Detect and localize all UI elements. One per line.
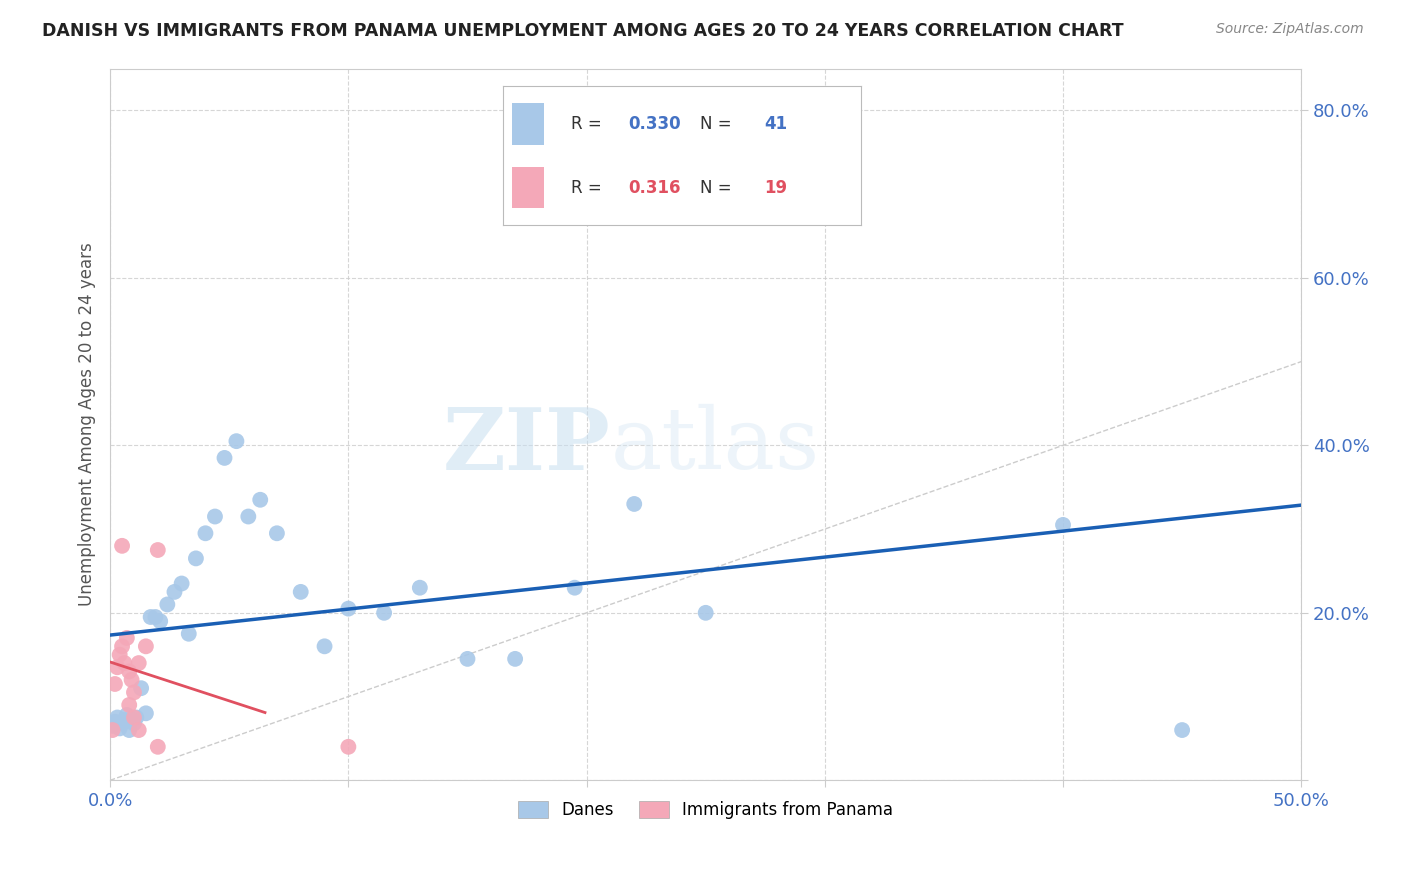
Point: [108, 648, 131, 662]
Point: [111, 539, 134, 553]
Point: [194, 526, 217, 541]
Point: [128, 723, 150, 737]
Point: [111, 716, 134, 731]
Point: [373, 606, 395, 620]
Point: [266, 526, 288, 541]
Point: [114, 656, 136, 670]
Point: [564, 581, 586, 595]
Text: Source: ZipAtlas.com: Source: ZipAtlas.com: [1216, 22, 1364, 37]
Point: [1052, 517, 1074, 532]
Point: [118, 723, 141, 737]
Point: [1171, 723, 1194, 737]
Point: [214, 450, 236, 465]
Point: [105, 660, 128, 674]
Point: [135, 706, 157, 721]
Point: [122, 716, 145, 731]
Point: [146, 543, 169, 558]
Point: [503, 652, 526, 666]
Point: [104, 677, 127, 691]
Point: [115, 708, 138, 723]
Point: [695, 606, 717, 620]
Point: [516, 203, 538, 218]
Point: [139, 610, 162, 624]
Point: [121, 713, 143, 727]
Point: [337, 601, 360, 615]
Text: ZIP: ZIP: [443, 404, 610, 488]
Point: [105, 710, 128, 724]
Point: [111, 640, 134, 654]
Text: atlas: atlas: [610, 404, 820, 487]
Point: [314, 640, 336, 654]
Point: [128, 656, 150, 670]
Point: [238, 509, 260, 524]
Point: [122, 685, 145, 699]
Point: [184, 551, 207, 566]
Point: [108, 722, 131, 736]
Point: [129, 681, 152, 696]
Point: [118, 665, 141, 679]
Point: [156, 598, 179, 612]
Point: [623, 497, 645, 511]
Point: [122, 710, 145, 724]
Point: [249, 492, 271, 507]
Point: [121, 673, 143, 687]
Point: [149, 614, 172, 628]
Point: [114, 713, 136, 727]
Point: [146, 739, 169, 754]
Point: [290, 585, 312, 599]
Point: [204, 509, 226, 524]
Point: [101, 723, 124, 737]
Point: [163, 585, 186, 599]
Point: [118, 698, 141, 712]
Legend: Danes, Immigrants from Panama: Danes, Immigrants from Panama: [512, 794, 900, 825]
Point: [177, 626, 200, 640]
Point: [101, 719, 124, 733]
Point: [409, 581, 432, 595]
Point: [456, 652, 478, 666]
Point: [125, 710, 148, 724]
Point: [135, 640, 157, 654]
Point: [145, 610, 167, 624]
Y-axis label: Unemployment Among Ages 20 to 24 years: Unemployment Among Ages 20 to 24 years: [79, 243, 96, 607]
Point: [115, 631, 138, 645]
Point: [337, 739, 360, 754]
Point: [104, 714, 127, 729]
Point: [225, 434, 247, 449]
Text: DANISH VS IMMIGRANTS FROM PANAMA UNEMPLOYMENT AMONG AGES 20 TO 24 YEARS CORRELAT: DANISH VS IMMIGRANTS FROM PANAMA UNEMPLO…: [42, 22, 1123, 40]
Point: [170, 576, 193, 591]
